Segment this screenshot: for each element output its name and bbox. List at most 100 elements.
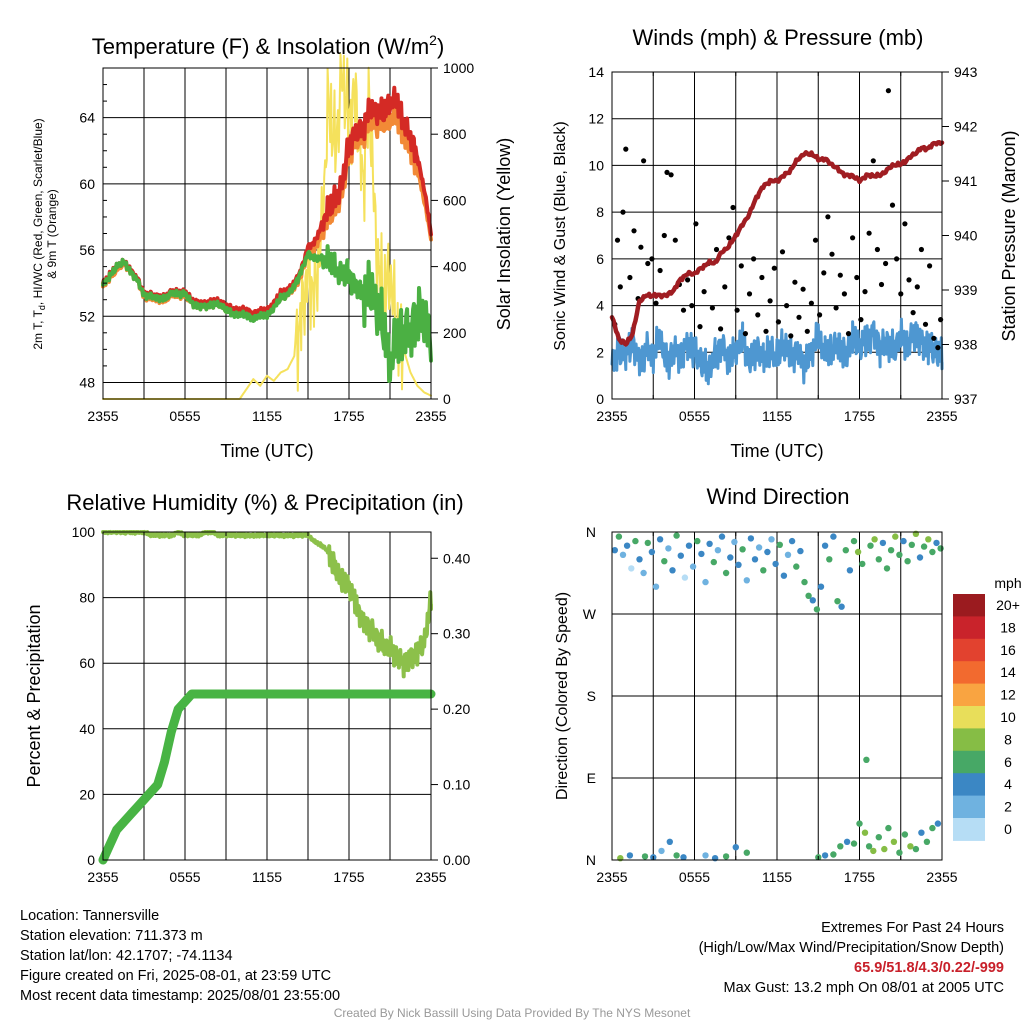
winds-x-tick-label: 2355: [596, 408, 627, 424]
gust-point: [922, 321, 929, 327]
info-created: Figure created on Fri, 2025-08-01, at 23…: [20, 968, 332, 984]
direction-point: [685, 542, 693, 549]
legend-swatch: [953, 728, 985, 752]
humidity-y2-tick-label: 0.20: [443, 701, 470, 717]
winds-y-tick-label: 12: [588, 111, 604, 127]
temperature-series-td-hi: [101, 244, 433, 383]
humidity-y-tick-label: 20: [79, 786, 95, 802]
direction-y-tick-label: S: [587, 688, 596, 704]
gust-point: [804, 328, 810, 334]
gust-point: [697, 324, 703, 330]
direction-point: [694, 537, 701, 545]
direction-point: [920, 543, 928, 550]
temperature-x-tick-label: 0555: [169, 408, 200, 424]
legend-swatch: [953, 750, 985, 774]
gust-point: [685, 277, 691, 283]
gust-point: [627, 274, 633, 281]
direction-point: [722, 569, 730, 577]
gust-point: [784, 303, 790, 309]
gust-point: [709, 305, 716, 311]
gust-point: [894, 256, 900, 262]
gust-point: [889, 202, 896, 208]
direction-point: [890, 838, 898, 845]
direction-point: [632, 537, 639, 545]
speed-legend: 20+ 18 16 14 12 10 8 6 4 2 0: [953, 594, 1020, 841]
winds-ylabel-left: Sonic Wind & Gust (Blue, Black): [552, 121, 569, 350]
gust-point: [833, 305, 839, 311]
direction-point: [896, 849, 903, 856]
direction-point: [843, 838, 851, 845]
direction-point: [615, 533, 623, 540]
gust-point: [713, 246, 720, 253]
legend-label: 8: [1004, 731, 1012, 747]
gust-point: [623, 146, 629, 152]
direction-point: [644, 539, 651, 547]
gust-point: [730, 204, 736, 211]
gust-point: [885, 88, 892, 94]
direction-point: [702, 852, 709, 859]
legend-swatch: [953, 638, 985, 662]
legend-label: 4: [1004, 776, 1012, 792]
temperature-y-tick-label: 56: [79, 242, 95, 258]
direction-point: [772, 560, 779, 568]
legend-label: 14: [1000, 664, 1016, 680]
direction-point: [918, 829, 925, 836]
direction-point: [900, 537, 907, 545]
direction-point: [722, 853, 730, 860]
gust-point: [726, 235, 732, 241]
direction-point: [883, 565, 891, 572]
direction-point: [628, 565, 635, 572]
direction-point: [892, 533, 899, 540]
temperature-y2-tick-label: 400: [443, 259, 467, 275]
direction-point: [916, 554, 924, 561]
direction-point: [805, 592, 812, 599]
winds-ylabel-right: Station Pressure (Maroon): [999, 130, 1019, 341]
legend-swatch: [953, 594, 985, 617]
max-gust: Max Gust: 13.2 mph On 08/01 at 2005 UTC: [723, 980, 1004, 996]
direction-point: [817, 583, 825, 590]
direction-x-tick-label: 2355: [596, 869, 627, 885]
gust-point: [617, 284, 623, 290]
direction-point: [797, 547, 804, 555]
legend-swatch: [953, 818, 985, 841]
winds-y-tick-label: 0: [596, 391, 604, 407]
winds-panel: Winds (mph) & Pressure (mb) 2355 0555 1155…: [552, 25, 1019, 461]
humidity-y2-tick-label: 0.00: [443, 852, 470, 868]
legend-swatch: [953, 773, 985, 797]
direction-x-tick-label: 1155: [762, 869, 792, 885]
direction-point: [842, 547, 849, 554]
temperature-panel: Temperature (F) & Insolation (W/m2) 2355…: [31, 32, 514, 461]
direction-point: [768, 536, 775, 543]
direction-point: [611, 547, 618, 554]
direction-point: [850, 840, 858, 847]
direction-point: [739, 546, 746, 553]
gust-point: [767, 298, 773, 304]
direction-point: [710, 558, 717, 566]
humidity-x-tick-label: 2355: [415, 869, 446, 885]
direction-point: [929, 548, 936, 556]
direction-point: [896, 551, 903, 558]
gust-point: [755, 312, 761, 318]
gust-point: [883, 260, 889, 267]
direction-point: [856, 820, 863, 827]
direction-point: [875, 556, 882, 563]
direction-point: [680, 854, 687, 861]
direction-point: [809, 597, 816, 604]
legend-swatch: [953, 706, 985, 729]
gust-point: [874, 246, 881, 253]
gust-point: [657, 267, 663, 274]
temperature-y-tick-label: 64: [79, 110, 95, 126]
gust-point: [645, 260, 651, 267]
direction-point: [698, 550, 705, 558]
gust-point: [680, 307, 687, 313]
direction-point: [751, 556, 759, 563]
direction-point: [623, 542, 631, 549]
direction-point: [885, 824, 892, 832]
temperature-y2-tick-label: 800: [443, 126, 467, 142]
winds-y2-tick-label: 938: [954, 337, 978, 353]
gust-point: [927, 263, 933, 269]
gust-point: [854, 274, 860, 281]
temperature-y-tick-label: 60: [79, 176, 95, 192]
temperature-x-tick-label: 1155: [252, 408, 282, 424]
direction-point: [743, 849, 750, 856]
